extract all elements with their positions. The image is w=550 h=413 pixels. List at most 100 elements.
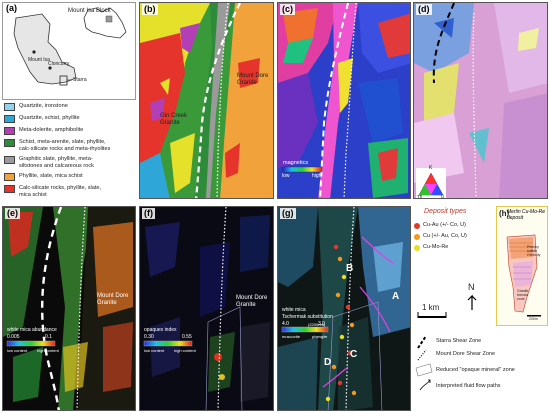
opaques-graphic <box>140 207 274 411</box>
ternary-k-label: K <box>429 165 432 172</box>
zone-label-a: A <box>392 291 399 302</box>
legend-row-quartzite-ironstone: Quartzite, ironstone <box>4 103 68 111</box>
merlin-note-1: Primary sulfide Orebody <box>527 245 540 257</box>
magnetics-graphic <box>278 3 411 199</box>
tschermak-bar-min: 4.0 <box>282 321 289 328</box>
mount-isa-label: Mount Isa <box>28 57 50 64</box>
panel-h-merlin-deposit: (h) Merlin Cu-Mo-Re deposit Primary sulf… <box>496 206 548 326</box>
radiometrics-graphic <box>414 3 548 199</box>
panel-a-location-map: (a) Mount Isa Block Mount Isa Cloncurry … <box>2 2 136 100</box>
zone-label-c: C <box>350 349 357 360</box>
deposit-type-cu-au: Cu-Au (+/- Co, U) <box>414 222 466 229</box>
line-legend-mount-dore: Mount Dore Shear Zone <box>436 351 495 358</box>
mount-isa-dot <box>32 50 35 53</box>
magnetics-colorbar <box>282 167 322 172</box>
deposit-type-label: Cu (+/- Au, Co, U) <box>423 233 467 240</box>
white-mica-colorbar <box>7 341 55 346</box>
deposit-type-label: Cu-Au (+/- Co, U) <box>423 222 466 229</box>
scale-bar-graphic <box>418 316 446 318</box>
zone-label-d: D <box>324 357 331 368</box>
mount-dore-granite-label: Mount Dore Granite <box>237 73 268 87</box>
legend-swatch <box>4 185 15 193</box>
inset-locator <box>106 16 112 22</box>
deposit-dot <box>414 234 420 240</box>
opaques-bar-high-text: high content <box>174 347 196 354</box>
panel-a-label: (a) <box>4 3 19 14</box>
panel-d-radiometrics: (d) K Th U <box>413 2 548 199</box>
opaques-bar-low-text: low content <box>144 347 164 354</box>
legend-label: Graphitic slate, phyllite, meta- siltsto… <box>19 156 94 169</box>
tschermak-bar-low-text: muscovite <box>282 333 300 340</box>
legend-label: Meta-dolerite, amphibolite <box>19 127 83 134</box>
merlin-note-2: Granite breccia zone <box>517 289 528 301</box>
legend-label: Quartzite, ironstone <box>19 103 68 110</box>
deposit-type-label: Cu-Mo-Re <box>423 244 448 251</box>
white-mica-bar-title: white mica abundance <box>7 327 57 334</box>
deposit-types-legend: Deposit types Cu-Au (+/- Co, U) Cu (+/- … <box>414 208 494 268</box>
cloncurry-label: Cloncurry <box>48 61 69 68</box>
panel-b-geology-map: (b) Gin Creek Granite Mount Dore Granite <box>139 2 274 199</box>
panel-c-magnetics: (c) magnetics low high <box>277 2 411 199</box>
starra-label: Starra <box>73 77 87 84</box>
deposit-dot <box>414 223 420 229</box>
legend-swatch <box>4 173 15 181</box>
opaques-bar-title: opaques index <box>144 327 177 334</box>
legend-label: Quartzite, schist, phyllite <box>19 115 80 122</box>
geology-map-graphic <box>140 3 274 199</box>
legend-swatch <box>4 156 15 164</box>
opaques-bar-min: 0.30 <box>144 334 154 341</box>
deposit-types-title: Deposit types <box>424 208 466 215</box>
legend-swatch <box>4 115 15 123</box>
white-mica-granite-label: Mount Dore Granite <box>97 293 128 307</box>
legend-label: Phyllite, slate, mica schist <box>19 173 83 180</box>
panel-d-label: (d) <box>416 4 432 15</box>
panel-e-white-mica-abundance: (e) Mount Dore Granite white mica abunda… <box>2 206 136 411</box>
legend-label: Calc-silicate rocks, phyllite, slate, mi… <box>19 185 101 198</box>
white-mica-bar-min: 0.005 <box>7 334 20 341</box>
tschermak-bar-max: 3.0 <box>318 321 325 328</box>
panel-f-label: (f) <box>142 208 155 219</box>
line-legend-fluid-flow: Interpreted fluid flow paths <box>436 383 501 390</box>
legend-swatch <box>4 139 15 147</box>
panel-f-opaques-index: (f) Mount Dore Granite opaques index 0.3… <box>139 206 274 411</box>
white-mica-bar-high-text: high content <box>37 347 59 354</box>
opaques-colorbar <box>144 341 192 346</box>
panel-b-label: (b) <box>142 4 158 15</box>
legend-row-schist: Schist, meta-arenite, slate, phyllite, c… <box>4 139 110 152</box>
legend-row-phyllite: Phyllite, slate, mica schist <box>4 173 83 181</box>
panel-c-label: (c) <box>280 4 295 15</box>
legend-swatch <box>4 103 15 111</box>
legend-swatch <box>4 127 15 135</box>
tschermak-bar-title: white mica Tschermak substitution <box>282 307 333 321</box>
location-map-graphic <box>2 2 136 100</box>
north-arrow-icon <box>468 296 476 310</box>
opaques-granite-label: Mount Dore Granite <box>236 295 267 309</box>
line-legend-opaque-zone: Reduced "opaque mineral" zone <box>436 367 515 374</box>
line-legend: Starra Shear Zone Mount Dore Shear Zone … <box>414 330 550 410</box>
gin-creek-granite-label: Gin Creek Granite <box>160 113 187 127</box>
geology-legend: Quartzite, ironstone Quartzite, schist, … <box>4 103 138 203</box>
tschermak-bar-high-text: phengite <box>312 333 327 340</box>
panel-e-label: (e) <box>5 208 20 219</box>
line-legend-starra: Starra Shear Zone <box>436 338 481 345</box>
scale-and-north: 1 km N <box>414 282 494 322</box>
magnetics-bar-high: high <box>312 173 321 180</box>
merlin-title: Merlin Cu-Mo-Re deposit <box>507 209 545 221</box>
legend-row-quartzite-schist: Quartzite, schist, phyllite <box>4 115 80 123</box>
line-legend-symbols <box>414 330 436 410</box>
magnetics-bar-low: low <box>282 173 290 180</box>
panel-g-label: (g) <box>280 208 296 219</box>
merlin-scale-label: 200m <box>529 317 538 321</box>
mount-isa-block-label: Mount Isa Block <box>68 8 111 15</box>
scale-north-graphic <box>414 282 494 322</box>
white-mica-graphic <box>3 207 136 411</box>
deposit-type-cu: Cu (+/- Au, Co, U) <box>414 233 467 240</box>
deposit-type-cu-mo-re: Cu-Mo-Re <box>414 244 448 251</box>
legend-row-graphitic-slate: Graphitic slate, phyllite, meta- siltsto… <box>4 156 94 169</box>
merlin-deposit-graphic <box>497 207 548 326</box>
legend-label: Schist, meta-arenite, slate, phyllite, c… <box>19 139 110 152</box>
scale-bar-label: 1 km <box>422 304 439 311</box>
zone-label-b: B <box>346 263 353 274</box>
legend-row-calc-silicate: Calc-silicate rocks, phyllite, slate, mi… <box>4 185 101 198</box>
white-mica-bar-max: 0.1 <box>45 334 52 341</box>
